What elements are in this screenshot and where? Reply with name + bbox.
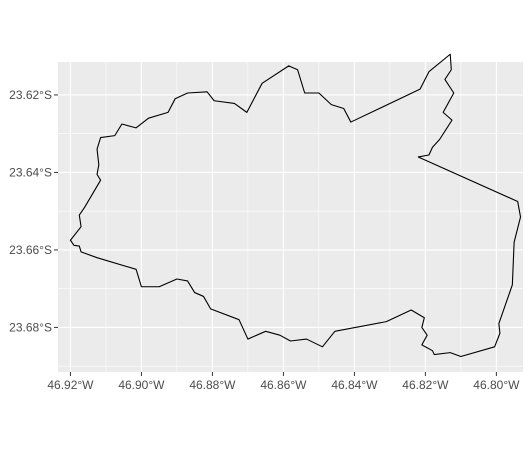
plot-panel [58, 62, 523, 372]
y-tick-label: 23.64°S [9, 165, 52, 179]
x-tick-label: 46.80°W [473, 378, 520, 392]
x-axis: 46.92°W 46.90°W 46.88°W 46.86°W 46.84°W 46.82… [47, 372, 520, 392]
x-tick-label: 46.82°W [402, 378, 449, 392]
minor-gridlines [58, 62, 523, 372]
y-tick-label: 23.62°S [9, 88, 52, 102]
x-tick-label: 46.90°W [118, 378, 165, 392]
y-axis: 23.62°S 23.64°S 23.66°S 23.68°S [9, 88, 58, 334]
major-gridlines [58, 62, 523, 372]
x-tick-label: 46.86°W [260, 378, 307, 392]
x-tick-label: 46.84°W [331, 378, 378, 392]
x-tick-label: 46.88°W [189, 378, 236, 392]
region-boundary [69, 53, 522, 358]
x-tick-label: 46.92°W [47, 378, 94, 392]
y-tick-label: 23.68°S [9, 320, 52, 334]
y-tick-label: 23.66°S [9, 243, 52, 257]
